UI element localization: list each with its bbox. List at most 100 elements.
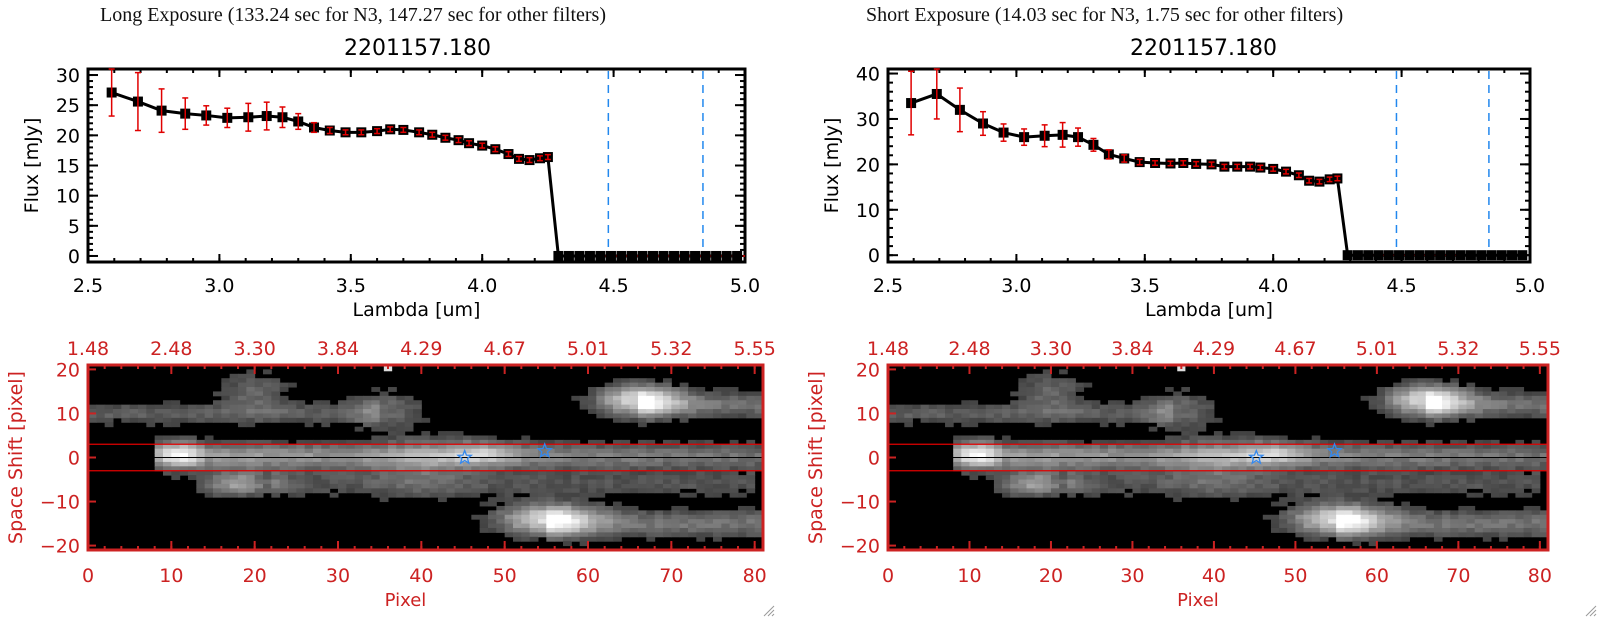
- image-pixel: [1189, 470, 1199, 476]
- image-pixel: [263, 413, 272, 419]
- image-pixel: [363, 488, 372, 494]
- image-pixel: [1124, 444, 1133, 450]
- image-pixel: [1499, 453, 1508, 458]
- image-pixel: [396, 417, 406, 423]
- image-pixel: [1303, 466, 1313, 472]
- image-pixel: [1368, 470, 1378, 476]
- image-pixel: [1376, 488, 1386, 494]
- image-pixel: [429, 453, 439, 458]
- data-point: [1414, 250, 1425, 261]
- image-pixel: [604, 466, 614, 472]
- image-pixel: [1026, 391, 1036, 397]
- image-pixel: [977, 444, 987, 450]
- image-pixel: [371, 413, 381, 419]
- image-pixel: [104, 422, 114, 428]
- image-pixel: [496, 492, 506, 498]
- image-pixel: [196, 448, 206, 454]
- y-axis-label: Space Shift [pixel]: [5, 371, 27, 544]
- image-pixel: [229, 413, 239, 419]
- image-pixel: [513, 470, 522, 476]
- image-pixel: [1336, 466, 1345, 472]
- image-pixel: [1042, 378, 1052, 384]
- image-pixel: [329, 439, 339, 445]
- image-pixel: [1075, 470, 1085, 476]
- image-pixel: [1482, 387, 1492, 392]
- image-pixel: [1116, 488, 1125, 494]
- image-pixel: [463, 435, 472, 441]
- image-pixel: [488, 448, 497, 454]
- image-pixel: [171, 470, 181, 476]
- image-pixel: [579, 527, 589, 533]
- image-pixel: [1376, 527, 1386, 533]
- resize-grip-icon[interactable]: [1580, 600, 1598, 618]
- image-pixel: [1010, 453, 1019, 458]
- image-pixel: [288, 457, 297, 463]
- image-pixel: [1295, 483, 1305, 489]
- image-pixel: [1425, 523, 1435, 529]
- image-pixel: [638, 448, 647, 454]
- image-pixel: [163, 466, 172, 472]
- image-pixel: [1523, 527, 1533, 533]
- image-pixel: [1490, 532, 1500, 538]
- image-pixel: [1393, 483, 1402, 489]
- image-pixel: [488, 501, 497, 507]
- image-pixel: [596, 453, 606, 458]
- image-pixel: [738, 532, 747, 538]
- image-pixel: [1165, 492, 1174, 498]
- image-pixel: [288, 409, 297, 414]
- image-pixel: [1531, 391, 1541, 397]
- image-pixel: [529, 475, 539, 481]
- image-pixel: [1539, 395, 1549, 401]
- image-pixel: [204, 409, 214, 414]
- image-pixel: [471, 448, 481, 454]
- image-pixel: [438, 488, 447, 494]
- image-pixel: [1466, 444, 1476, 450]
- image-pixel: [313, 404, 322, 410]
- x-tick-label: 40: [1202, 565, 1226, 587]
- image-pixel: [538, 523, 547, 529]
- image-pixel: [429, 479, 439, 485]
- image-pixel: [1181, 426, 1190, 432]
- image-pixel: [613, 378, 622, 384]
- image-pixel: [1075, 409, 1085, 414]
- image-pixel: [604, 457, 614, 463]
- image-pixel: [346, 479, 356, 485]
- image-pixel: [638, 519, 647, 525]
- image-pixel: [1042, 404, 1052, 410]
- image-pixel: [704, 413, 714, 419]
- image-pixel: [1409, 387, 1419, 392]
- image-pixel: [688, 439, 697, 445]
- image-pixel: [945, 409, 954, 414]
- image-pixel: [379, 439, 389, 445]
- image-pixel: [629, 387, 639, 392]
- image-pixel: [1531, 505, 1541, 511]
- image-pixel: [1433, 382, 1443, 388]
- image-pixel: [1360, 483, 1370, 489]
- image-pixel: [679, 382, 689, 388]
- image-pixel: [371, 422, 381, 428]
- image-pixel: [321, 461, 331, 467]
- image-pixel: [1409, 391, 1419, 397]
- image-pixel: [388, 475, 397, 481]
- image-pixel: [313, 400, 322, 406]
- image-pixel: [1050, 453, 1060, 458]
- image-pixel: [671, 400, 681, 406]
- image-pixel: [1002, 404, 1011, 410]
- image-pixel: [238, 391, 247, 397]
- image-pixel: [288, 417, 297, 423]
- image-pixel: [1352, 475, 1362, 481]
- image-pixel: [688, 532, 697, 538]
- resize-grip-icon[interactable]: [758, 600, 776, 618]
- image-pixel: [688, 444, 697, 450]
- image-pixel: [1059, 475, 1068, 481]
- image-pixel: [1042, 488, 1052, 494]
- image-pixel: [1450, 479, 1459, 485]
- image-pixel: [1213, 470, 1223, 476]
- image-pixel: [993, 444, 1003, 450]
- image-pixel: [704, 395, 714, 401]
- image-pixel: [521, 488, 531, 494]
- image-pixel: [1222, 453, 1231, 458]
- image-pixel: [546, 532, 556, 538]
- image-pixel: [271, 417, 281, 423]
- image-pixel: [679, 400, 689, 406]
